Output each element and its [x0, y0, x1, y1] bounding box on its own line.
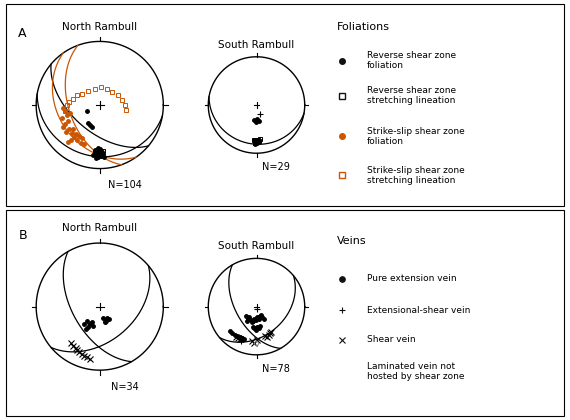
Text: Reverse shear zone
stretching lineation: Reverse shear zone stretching lineation: [367, 86, 455, 105]
Text: Foliations: Foliations: [337, 22, 390, 32]
Text: Pure extension vein: Pure extension vein: [367, 274, 456, 284]
Text: Reverse shear zone
foliation: Reverse shear zone foliation: [367, 51, 455, 70]
Text: Strike-slip shear zone
stretching lineation: Strike-slip shear zone stretching lineat…: [367, 165, 465, 185]
Text: North Rambull: North Rambull: [62, 223, 137, 234]
Text: Strike-slip shear zone
foliation: Strike-slip shear zone foliation: [367, 127, 465, 146]
Text: A: A: [18, 27, 27, 40]
Text: B: B: [18, 229, 27, 242]
Text: N=78: N=78: [262, 364, 290, 373]
Text: N=29: N=29: [262, 162, 290, 172]
Text: Veins: Veins: [337, 236, 367, 247]
Text: Extensional-shear vein: Extensional-shear vein: [367, 306, 470, 315]
Text: Shear vein: Shear vein: [367, 335, 415, 344]
Text: N=34: N=34: [111, 382, 139, 391]
Text: North Rambull: North Rambull: [62, 22, 137, 32]
Text: South Rambull: South Rambull: [218, 39, 295, 50]
Text: South Rambull: South Rambull: [218, 241, 295, 251]
Text: N=104: N=104: [108, 180, 142, 190]
Text: Laminated vein not
hosted by shear zone: Laminated vein not hosted by shear zone: [367, 362, 464, 381]
